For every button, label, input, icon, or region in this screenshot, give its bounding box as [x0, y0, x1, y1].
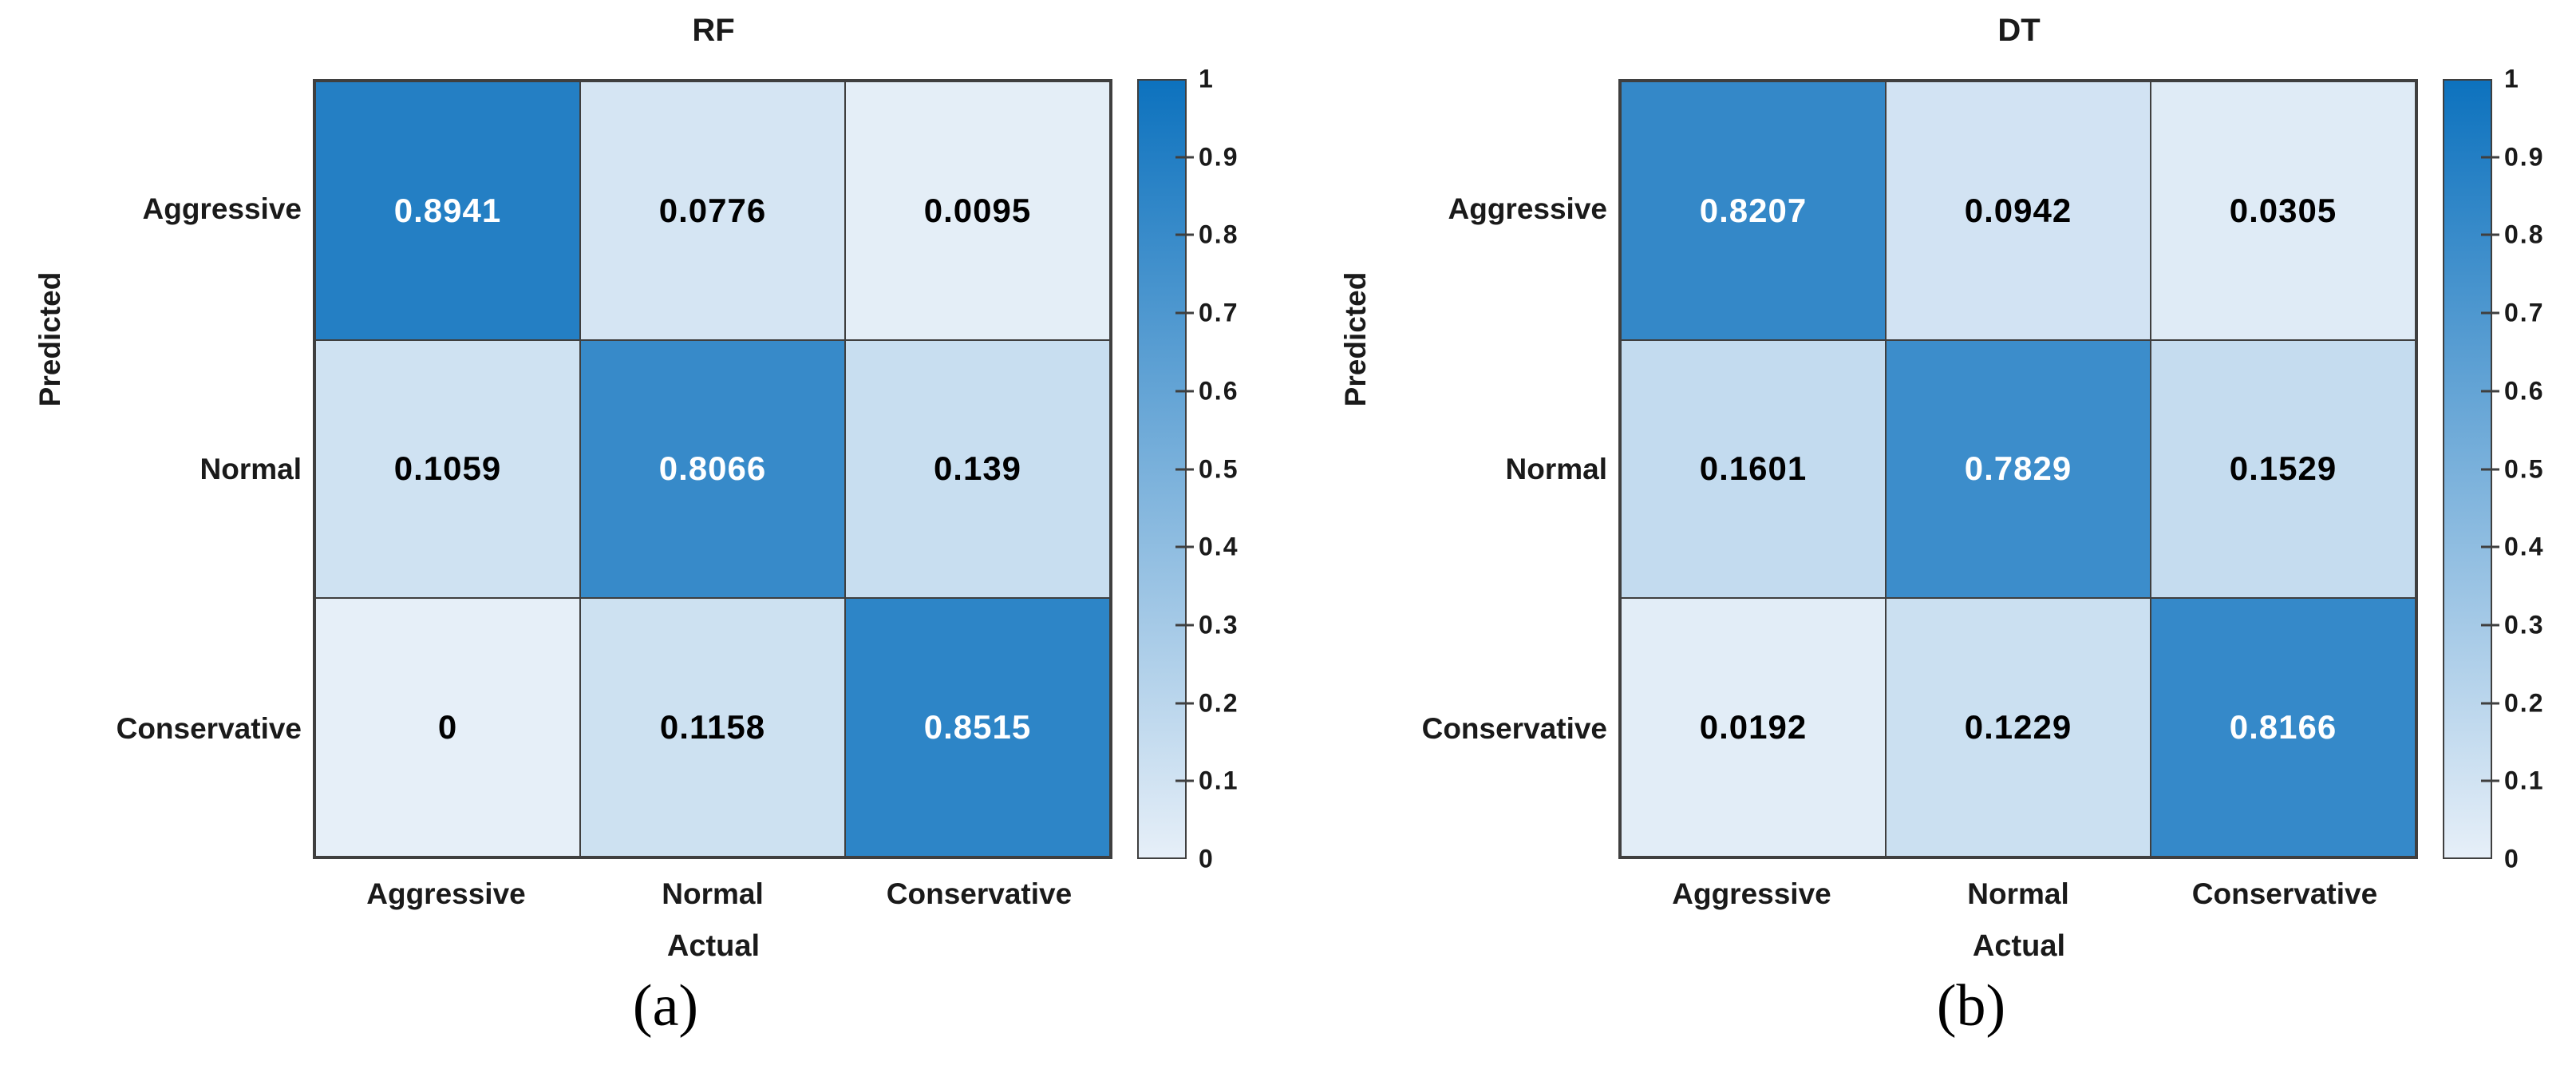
- colorbar-tick-label: 1: [2504, 64, 2520, 93]
- matrix-cell: 0.0095: [845, 81, 1110, 340]
- matrix-cell: 0.0942: [1886, 81, 2151, 340]
- row-label: Aggressive: [1448, 192, 1608, 225]
- matrix-cell: 0.8515: [845, 598, 1110, 857]
- row-label: Normal: [200, 452, 302, 485]
- colorbar-tick-label: 0.4: [2504, 532, 2545, 561]
- colorbar-tick-label: 0.1: [2504, 766, 2545, 795]
- row-label: Conservative: [116, 712, 302, 746]
- colorbar: [2443, 79, 2492, 859]
- colorbar-tick-label: 0.5: [2504, 454, 2545, 483]
- matrix-cell: 0.8941: [315, 81, 580, 340]
- matrix: 0.8207 0.0942 0.0305 0.1601 0.7829 0.1529 0.01…: [1618, 79, 2418, 859]
- row-label: Normal: [1505, 452, 1607, 485]
- matrix-cell: 0.0776: [580, 81, 845, 340]
- col-label: Aggressive: [1672, 877, 1831, 910]
- subfigure-caption: (b): [1936, 972, 2006, 1039]
- colorbar-tick-label: 0.2: [2504, 688, 2545, 718]
- col-label: Conservative: [2191, 877, 2378, 910]
- matrix-cell: 0.1529: [2151, 339, 2416, 599]
- row-label: Aggressive: [142, 192, 302, 225]
- matrix-cell: 0.0305: [2151, 81, 2416, 340]
- heatmap-title: RF: [692, 13, 735, 48]
- colorbar-tick-label: 0.7: [2504, 298, 2545, 327]
- matrix-cell: 0: [315, 598, 580, 857]
- matrix: 0.8941 0.0776 0.0095 0.1059 0.8066 0.139 0 0.11…: [313, 79, 1112, 859]
- subfigure-caption: (a): [632, 972, 699, 1039]
- matrix-cell: 0.8066: [580, 339, 845, 599]
- row-labels: Aggressive Normal Conservative: [1320, 79, 1607, 859]
- matrix-cell: 0.139: [845, 339, 1110, 599]
- matrix-cell: 0.1158: [580, 598, 845, 857]
- x-axis-label: Actual: [1972, 929, 2066, 963]
- matrix-cell: 0.1059: [315, 339, 580, 599]
- colorbar-tick-label: 0.9: [2504, 142, 2545, 172]
- matrix-cell: 0.1601: [1621, 339, 1886, 599]
- col-labels: Aggressive Normal Conservative: [1618, 874, 2418, 914]
- col-label: Aggressive: [366, 877, 526, 910]
- matrix-cell: 0.7829: [1886, 339, 2151, 599]
- row-label: Conservative: [1421, 712, 1607, 746]
- matrix-cell: 0.8207: [1621, 81, 1886, 340]
- x-axis-label: Actual: [666, 929, 761, 963]
- row-labels: Aggressive Normal Conservative: [14, 79, 302, 859]
- col-labels: Aggressive Normal Conservative: [313, 874, 1112, 914]
- colorbar-tick-label: 0: [2504, 844, 2520, 873]
- matrix-cell: 0.8166: [2151, 598, 2416, 857]
- col-label: Normal: [662, 877, 764, 910]
- colorbar-tick-label: 0.3: [2504, 610, 2545, 640]
- heatmap-title: DT: [1997, 13, 2041, 48]
- col-label: Normal: [1967, 877, 2069, 910]
- col-label: Conservative: [886, 877, 1073, 910]
- matrix-cell: 0.0192: [1621, 598, 1886, 857]
- matrix-cell: 0.1229: [1886, 598, 2151, 857]
- colorbar-tick-label: 0.6: [2504, 376, 2545, 406]
- colorbar-tick-label: 0.8: [2504, 220, 2545, 249]
